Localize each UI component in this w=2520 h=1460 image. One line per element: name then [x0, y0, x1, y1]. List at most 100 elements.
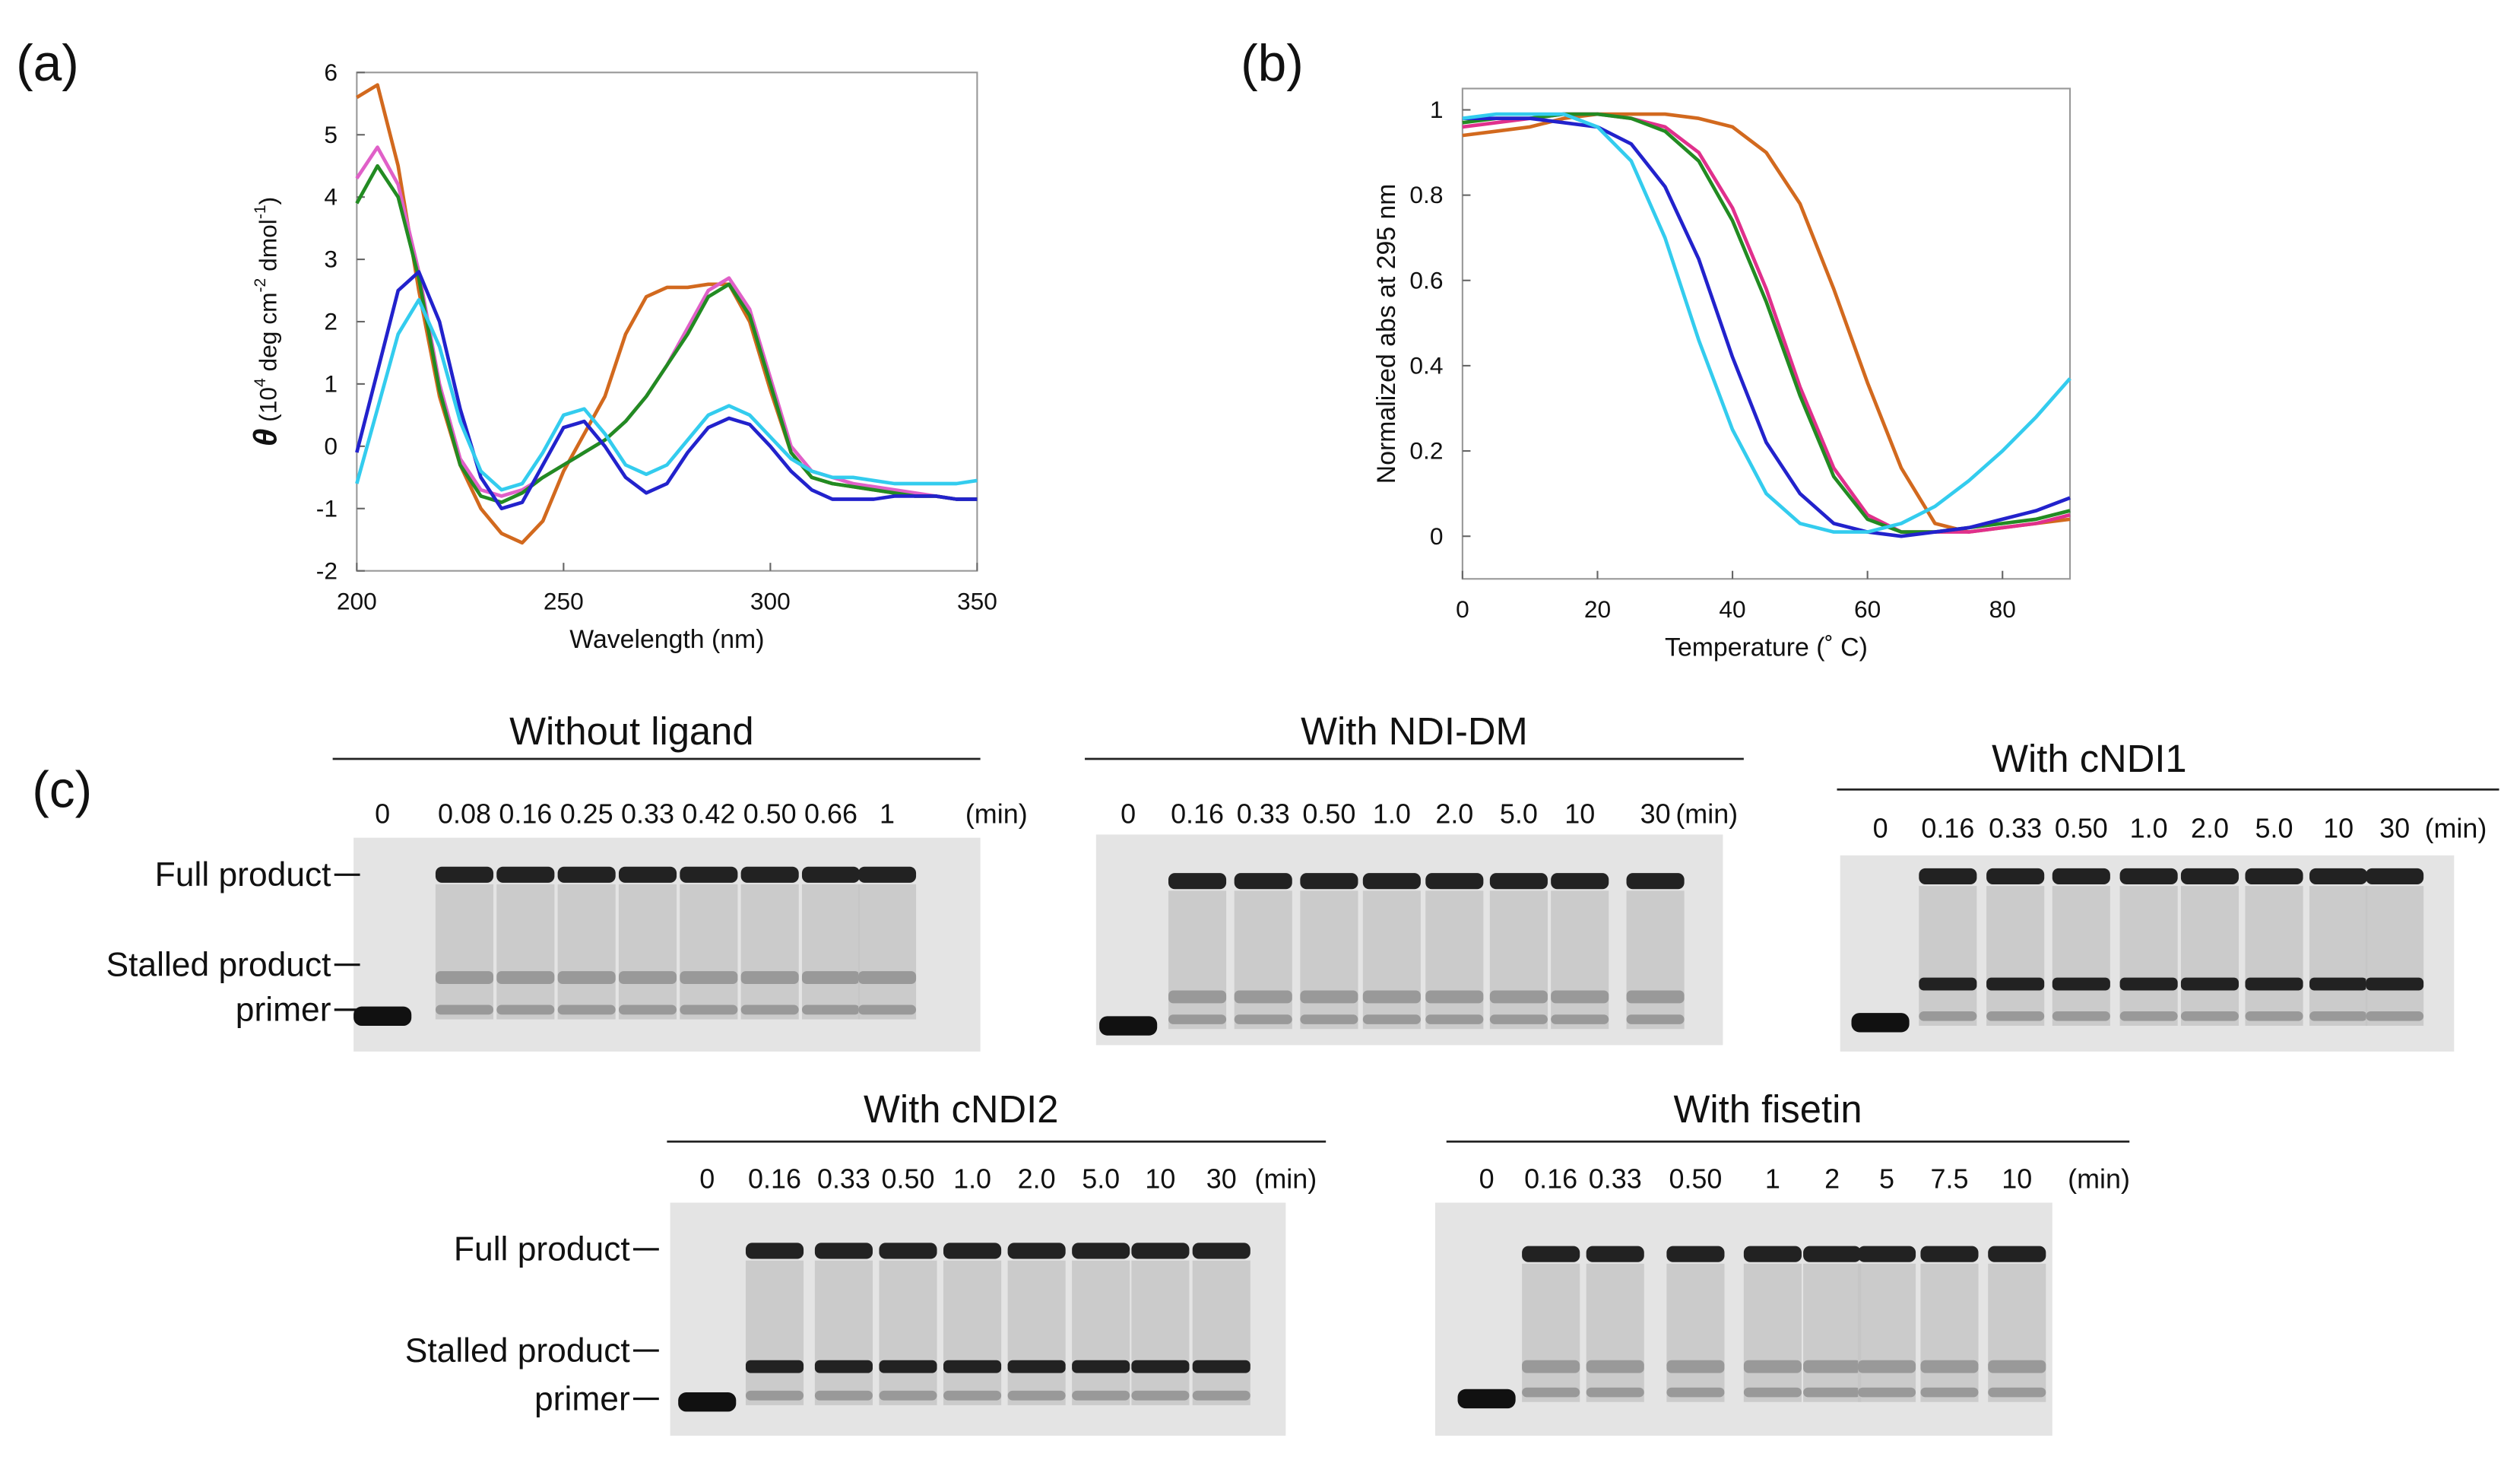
gel-band — [1919, 868, 1977, 884]
y-label-part: dmol — [255, 219, 282, 278]
x-tick-label: 20 — [1584, 595, 1611, 623]
gel-smear — [1192, 1260, 1250, 1405]
gel-band — [814, 1360, 873, 1373]
gel-band — [2052, 868, 2110, 884]
gel-band — [879, 1243, 937, 1259]
x-tick-label: 300 — [750, 587, 791, 614]
x-tick-label: 80 — [1989, 595, 2016, 623]
gel-band — [1131, 1243, 1190, 1259]
gel-smear — [2119, 886, 2178, 1027]
gel-band — [1007, 1390, 1066, 1401]
lane-unit: (min) — [1675, 798, 1738, 830]
gel-band — [618, 971, 677, 985]
gel-band — [1988, 1387, 2046, 1398]
gel-band — [814, 1390, 873, 1401]
gel-band — [435, 866, 494, 883]
gel-band — [745, 1243, 804, 1259]
gel-band — [496, 971, 555, 985]
y-label-part: deg cm — [255, 292, 282, 378]
gel-smear — [801, 884, 861, 1020]
gel-band — [745, 1360, 804, 1373]
lane-label: 10 — [2323, 813, 2354, 844]
y-tick-label: 1 — [324, 370, 338, 397]
gel-band — [1425, 1014, 1484, 1024]
gel-smear — [740, 884, 799, 1020]
y-axis-label: Normalized abs at 295 nm — [1372, 184, 1401, 484]
gel-smear — [1626, 890, 1685, 1030]
gel-band — [435, 1005, 494, 1015]
gel-band — [1425, 990, 1484, 1004]
y-tick-label: 3 — [324, 246, 338, 273]
gel-band — [2119, 977, 2178, 991]
gel-band — [1857, 1246, 1916, 1262]
gel-band — [879, 1390, 937, 1401]
lane-label: 30 — [1640, 798, 1671, 830]
gel-band — [1192, 1243, 1250, 1259]
gel-band — [1986, 1011, 2045, 1021]
gel-band — [353, 1006, 412, 1027]
gel-band — [1986, 977, 2045, 991]
lane-label: 1.0 — [953, 1163, 991, 1195]
gel-band — [1362, 990, 1421, 1004]
gel-band — [1234, 873, 1292, 890]
y-tick-label: 0.2 — [1409, 437, 1443, 465]
y-tick-label: 0.6 — [1409, 266, 1443, 294]
gel-band — [1522, 1246, 1580, 1262]
gel-smear — [2245, 886, 2303, 1027]
gel-band — [1626, 873, 1685, 890]
gel-band — [2052, 1011, 2110, 1021]
y-label-part: ) — [255, 197, 282, 205]
gel-band — [1192, 1390, 1250, 1401]
gel-band — [496, 866, 555, 883]
x-tick-label: 250 — [544, 587, 584, 614]
lane-label: 0.25 — [560, 798, 613, 830]
gel-smear — [2366, 886, 2424, 1027]
lane-unit: (min) — [2068, 1163, 2130, 1195]
gel-smear — [879, 1260, 937, 1405]
gel-band — [857, 971, 917, 985]
gel-band — [1586, 1360, 1644, 1373]
gel-band — [680, 971, 738, 985]
gel-band — [1666, 1360, 1725, 1373]
y-label-part: (10 — [255, 387, 282, 429]
lane-label: 30 — [1206, 1163, 1237, 1195]
gel-smear — [1489, 890, 1548, 1030]
gel-band — [1192, 1360, 1250, 1373]
lane-label: 0 — [699, 1163, 715, 1195]
gel-smear — [1988, 1263, 2046, 1402]
gel-band — [1551, 990, 1609, 1004]
gel-marker-label: Full product — [155, 856, 331, 893]
lane-label: 0.50 — [1669, 1163, 1722, 1195]
gel-smear — [1986, 886, 2045, 1027]
gel-smear — [943, 1260, 1002, 1405]
gel-band — [857, 1005, 917, 1015]
gel-band — [618, 866, 677, 883]
gel-band — [1234, 1014, 1292, 1024]
lane-unit: (min) — [2425, 813, 2487, 844]
gel-band — [1626, 1014, 1685, 1024]
lane-label: 0.08 — [438, 798, 491, 830]
x-tick-label: 0 — [1456, 595, 1469, 623]
gel-title: With fisetin — [1674, 1087, 1862, 1131]
lane-label: 0.33 — [1237, 798, 1290, 830]
lane-label: 0.66 — [804, 798, 857, 830]
gel-smear — [1425, 890, 1484, 1030]
lane-label: 0.16 — [748, 1163, 801, 1195]
lane-label: 0.42 — [682, 798, 735, 830]
panel-label: (a) — [16, 35, 79, 92]
lane-label: 0 — [1121, 798, 1136, 830]
gel-marker-label: Stalled product — [106, 946, 331, 983]
lane-label: 1.0 — [1373, 798, 1411, 830]
gel-smear — [814, 1260, 873, 1405]
y-tick-label: 5 — [324, 121, 338, 148]
y-label-part: -1 — [252, 205, 269, 219]
lane-label: 2.0 — [2191, 813, 2229, 844]
gel-smear — [1234, 890, 1292, 1030]
gel-band — [557, 971, 616, 985]
gel-band — [1131, 1390, 1190, 1401]
gel-smear — [1007, 1260, 1066, 1405]
y-tick-label: 2 — [324, 308, 338, 335]
y-label-symbol: θ — [248, 429, 284, 447]
gel-band — [1743, 1246, 1802, 1262]
